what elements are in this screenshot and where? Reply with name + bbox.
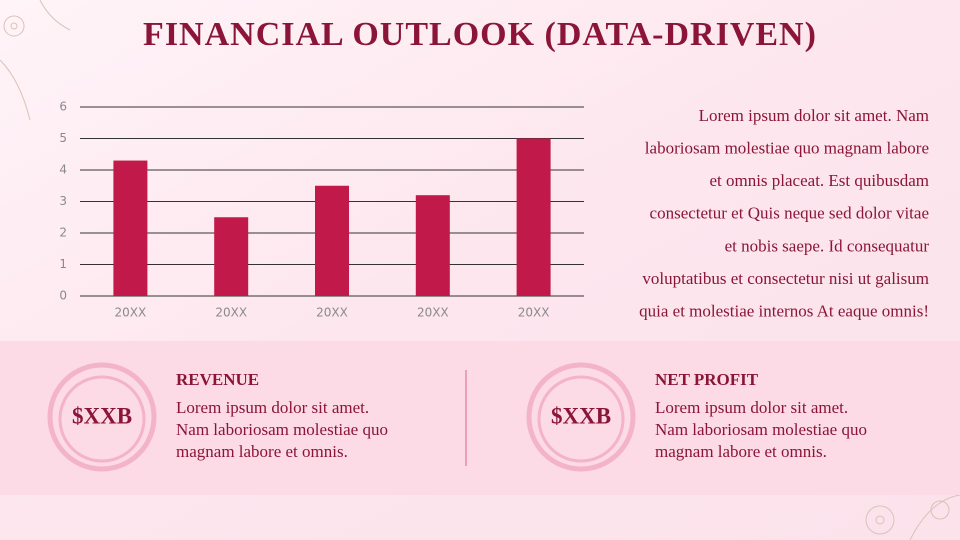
badge-value: $XXB xyxy=(551,403,611,428)
y-tick-label: 3 xyxy=(59,194,67,208)
paragraph-line: quia et molestiae internos At eaque omni… xyxy=(639,302,929,321)
badge-ring xyxy=(526,362,636,472)
card-body-line: Nam laboriosam molestiae quo xyxy=(176,420,388,439)
bar xyxy=(415,195,450,296)
y-tick-label: 6 xyxy=(59,100,67,114)
cards: $XXB REVENUE Lorem ipsum dolor sit amet. Na… xyxy=(47,362,867,472)
badge-inner xyxy=(58,375,146,463)
card-heading: NET PROFIT xyxy=(655,370,759,389)
y-tick-label: 4 xyxy=(59,163,67,177)
x-tick-label: 20XX xyxy=(316,306,348,320)
badge-ring xyxy=(47,362,157,472)
card-body-line: Nam laboriosam molestiae quo xyxy=(655,420,867,439)
bar xyxy=(315,185,349,296)
summary-band xyxy=(0,341,960,495)
bar xyxy=(516,138,551,296)
bar xyxy=(113,160,148,296)
paragraph: Lorem ipsum dolor sit amet. Nam laboriosa… xyxy=(639,106,929,321)
card-body-line: magnam labore et omnis. xyxy=(655,442,827,461)
slide-title: FINANCIAL OUTLOOK (DATA-DRIVEN) xyxy=(143,16,817,53)
badge-inner xyxy=(537,375,625,463)
card-body-line: Lorem ipsum dolor sit amet. xyxy=(176,398,369,417)
chart: 0 1 2 3 4 5 6 20XX 20XX 20XX 20XX 20XX xyxy=(59,100,584,320)
paragraph-line: consectetur et Quis neque sed dolor vita… xyxy=(650,204,929,223)
card-body-line: magnam labore et omnis. xyxy=(176,442,348,461)
paragraph-line: Lorem ipsum dolor sit amet. Nam xyxy=(699,106,929,125)
x-tick-label: 20XX xyxy=(115,306,147,320)
paragraph-line: et omnis placeat. Est quibusdam xyxy=(709,171,929,190)
y-tick-label: 0 xyxy=(59,289,67,303)
x-tick-label: 20XX xyxy=(518,306,550,320)
y-tick-label: 5 xyxy=(59,131,67,145)
paragraph-line: laboriosam molestiae quo magnam labore xyxy=(645,139,929,158)
badge-value: $XXB xyxy=(72,403,132,428)
card-body-line: Lorem ipsum dolor sit amet. xyxy=(655,398,848,417)
x-tick-label: 20XX xyxy=(215,306,247,320)
bar xyxy=(214,217,249,296)
paragraph-line: voluptatibus et consectetur nisi ut gali… xyxy=(642,269,929,288)
card-heading: REVENUE xyxy=(176,370,259,389)
y-tick-label: 2 xyxy=(59,226,67,240)
x-tick-label: 20XX xyxy=(417,306,449,320)
paragraph-line: et nobis saepe. Id consequatur xyxy=(725,236,930,255)
y-tick-label: 1 xyxy=(59,257,67,271)
